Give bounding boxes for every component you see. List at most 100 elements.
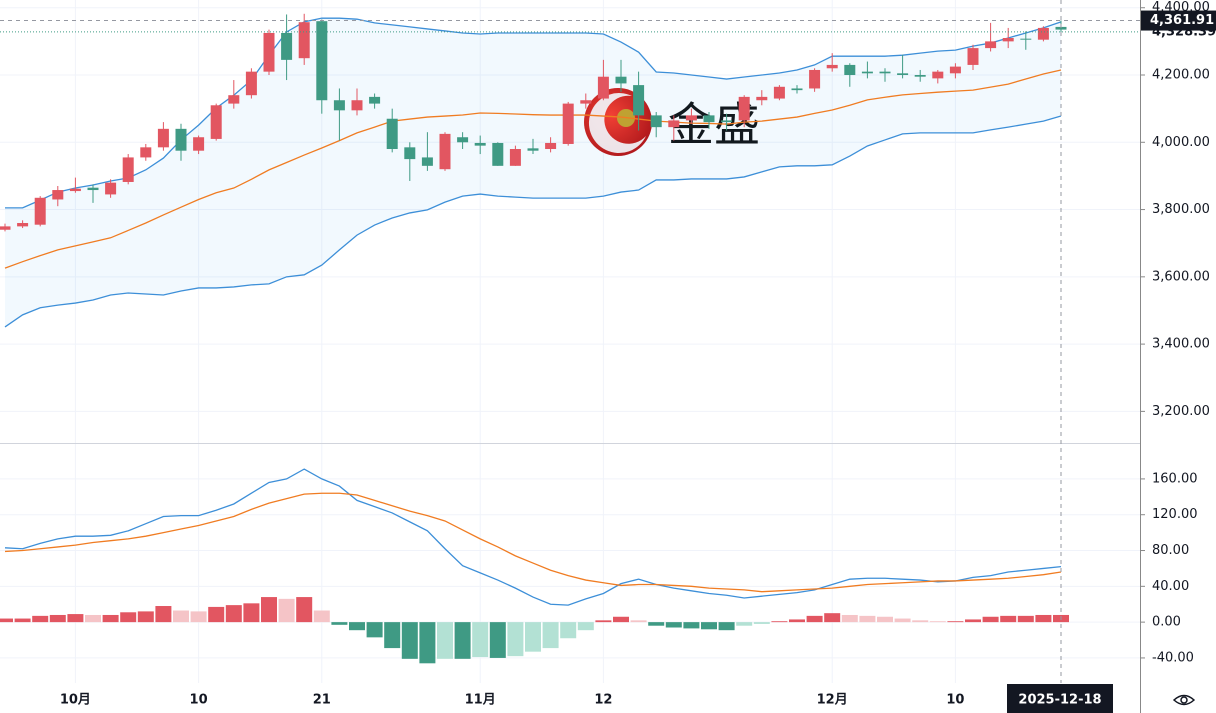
histogram-bar bbox=[806, 615, 823, 623]
histogram-bar bbox=[701, 622, 717, 630]
candle-body bbox=[545, 142, 557, 150]
histogram-bar bbox=[208, 606, 225, 623]
macd-pane bbox=[0, 468, 1069, 664]
candle-body bbox=[404, 147, 416, 160]
candle-body bbox=[685, 115, 697, 121]
histogram-bar bbox=[472, 622, 489, 658]
candle-body bbox=[932, 71, 944, 79]
histogram-bar bbox=[14, 618, 31, 623]
y-tick-label: 160.00 bbox=[1152, 471, 1198, 486]
histogram-bar bbox=[225, 605, 242, 623]
histogram-bar bbox=[384, 622, 401, 649]
candle-body bbox=[773, 86, 785, 99]
candle-body bbox=[1020, 38, 1032, 40]
price-pane bbox=[0, 13, 1140, 328]
histogram-bar bbox=[912, 620, 929, 623]
histogram-bar bbox=[1017, 615, 1034, 623]
candle-body bbox=[633, 85, 645, 116]
histogram-bar bbox=[577, 622, 594, 631]
crosshair-price-label: 4,361.91 bbox=[1150, 13, 1214, 28]
candle-body bbox=[615, 76, 627, 84]
candle-body bbox=[0, 226, 11, 230]
grid bbox=[0, 0, 1140, 683]
y-tick-label: 3,800.00 bbox=[1152, 202, 1210, 217]
candle-body bbox=[703, 115, 715, 123]
histogram-bar bbox=[753, 622, 770, 624]
candle-body bbox=[316, 21, 328, 101]
candle-body bbox=[1037, 27, 1049, 40]
settings-icon[interactable] bbox=[1172, 694, 1196, 706]
histogram-bar bbox=[542, 622, 559, 649]
candle-body bbox=[69, 188, 81, 192]
histogram-bar bbox=[401, 622, 418, 659]
candle-body bbox=[1002, 38, 1014, 42]
indicator-line bbox=[4, 492, 1062, 593]
histogram-bar bbox=[32, 615, 49, 623]
histogram-bar bbox=[929, 621, 946, 623]
histogram-bar bbox=[49, 614, 66, 623]
histogram-bar bbox=[595, 620, 612, 623]
histogram-bar bbox=[771, 621, 788, 623]
axes: 4,400.004,200.004,000.003,800.003,600.00… bbox=[60, 0, 1216, 708]
candle-body bbox=[228, 95, 240, 104]
histogram-bar bbox=[507, 622, 524, 657]
histogram-bar bbox=[437, 622, 453, 659]
candle-body bbox=[492, 142, 504, 166]
candle-body bbox=[386, 118, 398, 150]
y-tick-label: 40.00 bbox=[1152, 579, 1189, 594]
candle-body bbox=[509, 149, 521, 166]
histogram-bar bbox=[965, 619, 981, 623]
indicator-line bbox=[4, 69, 1062, 269]
candle-body bbox=[298, 22, 310, 59]
candle-body bbox=[879, 71, 891, 74]
histogram-bar bbox=[261, 597, 277, 623]
histogram-bar bbox=[630, 620, 647, 623]
candle-body bbox=[809, 69, 821, 89]
candle-body bbox=[897, 73, 909, 76]
y-tick-label: 0.00 bbox=[1152, 615, 1181, 630]
candle-body bbox=[721, 120, 733, 123]
candle-body bbox=[421, 157, 433, 166]
candle-body bbox=[668, 120, 680, 128]
candle-body bbox=[281, 32, 293, 60]
crosshair-date-label: 2025-12-18 bbox=[1018, 693, 1101, 708]
logo-swoosh bbox=[588, 93, 646, 154]
histogram-bar bbox=[296, 597, 313, 623]
histogram-bar bbox=[137, 611, 154, 623]
histogram-bar bbox=[331, 622, 348, 625]
y-tick-label: 4,200.00 bbox=[1152, 68, 1210, 83]
y-tick-label: 3,600.00 bbox=[1152, 269, 1210, 284]
eye-outline bbox=[1172, 694, 1196, 706]
candle-body bbox=[140, 147, 152, 158]
histogram-bar bbox=[155, 606, 172, 623]
y-tick-label: 4,000.00 bbox=[1152, 135, 1210, 150]
candle-body bbox=[34, 197, 46, 225]
candle-body bbox=[351, 100, 363, 111]
candle-body bbox=[844, 64, 856, 76]
candle-body bbox=[914, 75, 926, 77]
candle-body bbox=[457, 137, 469, 143]
indicator-line bbox=[4, 468, 1062, 606]
candle-body bbox=[17, 223, 29, 227]
histogram-bar bbox=[894, 618, 911, 623]
y-tick-label: 3,200.00 bbox=[1152, 404, 1210, 419]
histogram-bar bbox=[683, 622, 700, 629]
histogram-bar bbox=[859, 615, 876, 623]
y-tick-label: 120.00 bbox=[1152, 507, 1198, 522]
histogram-bar bbox=[1000, 615, 1017, 623]
histogram-bar bbox=[560, 622, 577, 639]
crosshair-price-box bbox=[1141, 10, 1216, 31]
histogram-bar bbox=[1035, 614, 1052, 623]
histogram-bar bbox=[648, 622, 665, 626]
candle-body bbox=[949, 66, 961, 74]
candle-body bbox=[985, 41, 997, 49]
candle-body bbox=[562, 103, 574, 144]
histogram-bar bbox=[789, 619, 805, 623]
histogram-bar bbox=[419, 622, 436, 664]
histogram-bar bbox=[67, 614, 84, 623]
histogram-bar bbox=[525, 622, 541, 652]
candle-body bbox=[263, 32, 275, 72]
candle-body bbox=[210, 105, 222, 139]
histogram-bar bbox=[120, 612, 137, 623]
histogram-bar bbox=[313, 610, 330, 623]
